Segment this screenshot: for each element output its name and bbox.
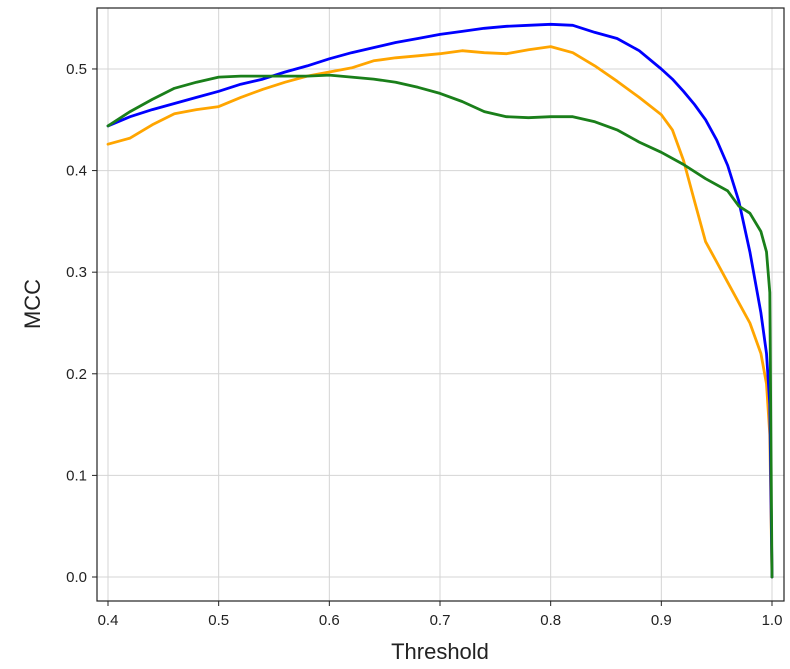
x-tick-label: 0.5	[208, 612, 229, 629]
tick-layer: 0.4 0.5 0.6 0.7 0.8 0.9 1.0 0.0 0.1 0.2 0.3 0.4 0.5	[66, 61, 782, 629]
y-tick-label: 0.1	[66, 467, 87, 484]
x-tick-label: 1.0	[762, 612, 783, 629]
x-tick-label: 0.9	[651, 612, 672, 629]
x-tick-label: 0.6	[319, 612, 340, 629]
x-axis-title: Threshold	[391, 639, 489, 664]
y-tick-label: 0.0	[66, 569, 87, 586]
series-line-3	[106, 73, 774, 579]
series-line-2	[106, 22, 774, 579]
x-tick-label: 0.7	[430, 612, 451, 629]
x-tick-label: 0.4	[98, 612, 119, 629]
series-line-1	[106, 45, 774, 579]
y-tick-label: 0.5	[66, 61, 87, 78]
y-tick-label: 0.4	[66, 163, 87, 180]
x-tick-label: 0.8	[540, 612, 561, 629]
y-axis-title: MCC	[20, 279, 45, 329]
y-tick-label: 0.2	[66, 366, 87, 383]
grid	[97, 8, 784, 601]
series-layer	[106, 22, 774, 579]
y-tick-label: 0.3	[66, 264, 87, 281]
